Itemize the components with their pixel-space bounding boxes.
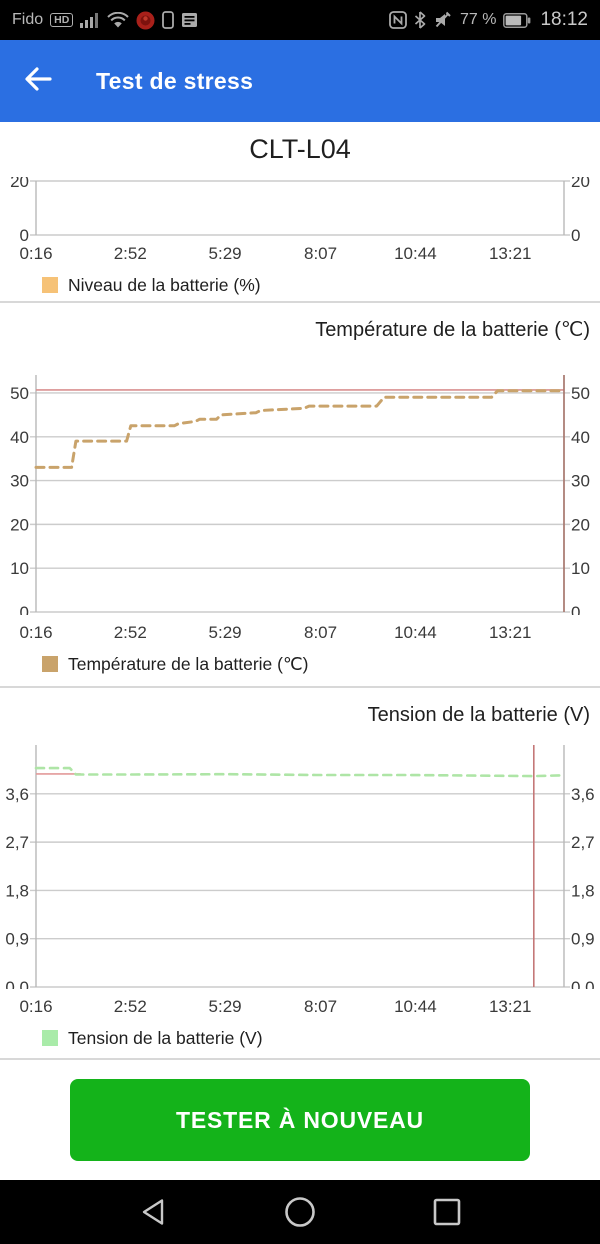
- battery-level-x-axis: 0:16 2:52 5:29 8:07 10:44 13:21: [0, 241, 600, 267]
- svg-text:0,0: 0,0: [571, 978, 595, 989]
- android-nav-bar: [0, 1180, 600, 1244]
- chart-title-device: CLT-L04: [249, 134, 351, 164]
- status-bar-right: 77 % 18:12: [389, 9, 588, 31]
- svg-text:40: 40: [571, 428, 590, 447]
- svg-text:20: 20: [571, 515, 590, 534]
- nav-recents-icon[interactable]: [425, 1190, 469, 1234]
- app-header: Test de stress: [0, 40, 600, 122]
- clock-label: 18:12: [540, 9, 588, 30]
- page-title: Test de stress: [96, 67, 254, 94]
- battery-level-chart: 0 0 20 20: [10, 177, 590, 241]
- svg-text:3,6: 3,6: [5, 785, 29, 804]
- svg-text:1,8: 1,8: [5, 881, 29, 900]
- wifi-icon: [107, 11, 130, 29]
- svg-text:20: 20: [571, 177, 590, 191]
- svg-text:0,9: 0,9: [571, 930, 595, 949]
- svg-text:2,7: 2,7: [571, 833, 595, 852]
- x-tick-label: 13:21: [488, 997, 532, 1016]
- status-bar: Fido HD 77 % 18:12: [0, 0, 600, 40]
- legend-swatch-temperature: [42, 656, 58, 672]
- temperature-x-axis: 0:16 2:52 5:29 8:07 10:44 13:21: [0, 620, 600, 646]
- svg-text:40: 40: [10, 428, 29, 447]
- svg-text:3,6: 3,6: [571, 785, 595, 804]
- battery-percent-label: 77 %: [459, 11, 497, 28]
- nav-back-icon[interactable]: [131, 1190, 175, 1234]
- chart-title-voltage: Tension de la batterie (V): [367, 704, 590, 726]
- svg-text:10: 10: [10, 559, 29, 578]
- arrow-left-icon: [24, 66, 52, 96]
- svg-text:0: 0: [20, 603, 29, 615]
- legend-label-temperature: Température de la batterie (℃): [68, 653, 309, 674]
- battery-icon: [503, 12, 531, 28]
- back-button[interactable]: [16, 59, 60, 103]
- status-bar-left: Fido HD: [12, 11, 198, 30]
- x-tick-label: 2:52: [113, 997, 147, 1016]
- svg-text:1,8: 1,8: [571, 881, 595, 900]
- legend-swatch-voltage: [42, 1030, 58, 1046]
- x-tick-label: 8:07: [303, 244, 338, 263]
- x-tick-label: 2:52: [113, 623, 147, 642]
- svg-text:20: 20: [10, 515, 29, 534]
- svg-text:0,9: 0,9: [5, 930, 29, 949]
- chart-title-temperature: Température de la batterie (℃): [315, 319, 590, 341]
- x-tick-label: 5:29: [208, 623, 242, 642]
- x-tick-label: 8:07: [303, 997, 338, 1016]
- temperature-legend: Température de la batterie (℃): [42, 652, 600, 676]
- x-tick-label: 13:21: [488, 623, 532, 642]
- carrier-label: Fido: [12, 11, 44, 28]
- bluetooth-icon: [414, 11, 426, 29]
- voltage-x-axis: 0:16 2:52 5:29 8:07 10:44 13:21: [0, 994, 600, 1020]
- legend-label-voltage: Tension de la batterie (V): [68, 1027, 263, 1048]
- mute-icon: [433, 11, 453, 29]
- legend-swatch-battery-level: [42, 277, 58, 293]
- x-tick-label: 2:52: [113, 244, 147, 263]
- chart-card-temperature: Température de la batterie (℃) 0 0 10 10 20 2…: [0, 303, 600, 688]
- x-tick-label: 0:16: [19, 997, 53, 1016]
- hd-badge: HD: [50, 12, 74, 28]
- svg-text:2,7: 2,7: [5, 833, 29, 852]
- voltage-legend: Tension de la batterie (V): [42, 1026, 600, 1050]
- sim-toolkit-icon: [181, 12, 198, 28]
- button-area: TESTER À NOUVEAU: [0, 1060, 600, 1180]
- x-tick-label: 10:44: [394, 997, 437, 1016]
- retest-button[interactable]: TESTER À NOUVEAU: [70, 1079, 530, 1161]
- svg-text:50: 50: [571, 384, 590, 403]
- temperature-chart: 0 0 10 10 20 20 30 30 40 40 50 50: [10, 375, 590, 615]
- signal-bars-icon: [80, 12, 100, 28]
- x-tick-label: 0:16: [19, 244, 53, 263]
- voltage-chart: 0,0 0,0 0,9 0,9 1,8 1,8 2,7 2,7 3,6 3,6: [5, 745, 595, 989]
- svg-text:0,0: 0,0: [5, 978, 29, 989]
- svg-text:0: 0: [571, 603, 580, 615]
- legend-label-battery-level: Niveau de la batterie (%): [68, 274, 261, 295]
- x-tick-label: 10:44: [394, 244, 437, 263]
- app-badge-icon: [136, 11, 155, 30]
- svg-text:20: 20: [10, 177, 29, 191]
- x-tick-label: 5:29: [208, 244, 242, 263]
- svg-text:50: 50: [10, 384, 29, 403]
- nfc-icon: [389, 11, 407, 29]
- svg-text:0: 0: [571, 226, 580, 241]
- svg-text:10: 10: [571, 559, 590, 578]
- x-tick-label: 10:44: [394, 623, 437, 642]
- battery-level-legend: Niveau de la batterie (%): [42, 273, 600, 297]
- svg-text:30: 30: [571, 472, 590, 491]
- svg-text:30: 30: [10, 472, 29, 491]
- x-tick-label: 5:29: [208, 997, 242, 1016]
- phone-icon: [162, 11, 175, 29]
- x-tick-label: 8:07: [303, 623, 338, 642]
- x-tick-label: 0:16: [19, 623, 53, 642]
- chart-card-voltage: Tension de la batterie (V) 0,0 0,0 0,9 0,9 1…: [0, 688, 600, 1060]
- nav-home-icon[interactable]: [278, 1190, 322, 1234]
- chart-card-battery-level: CLT-L04 0 0 20 20 0:16 2:52 5:29 8:07 10:44 13:2…: [0, 122, 600, 303]
- svg-text:0: 0: [20, 226, 29, 241]
- x-tick-label: 13:21: [488, 244, 532, 263]
